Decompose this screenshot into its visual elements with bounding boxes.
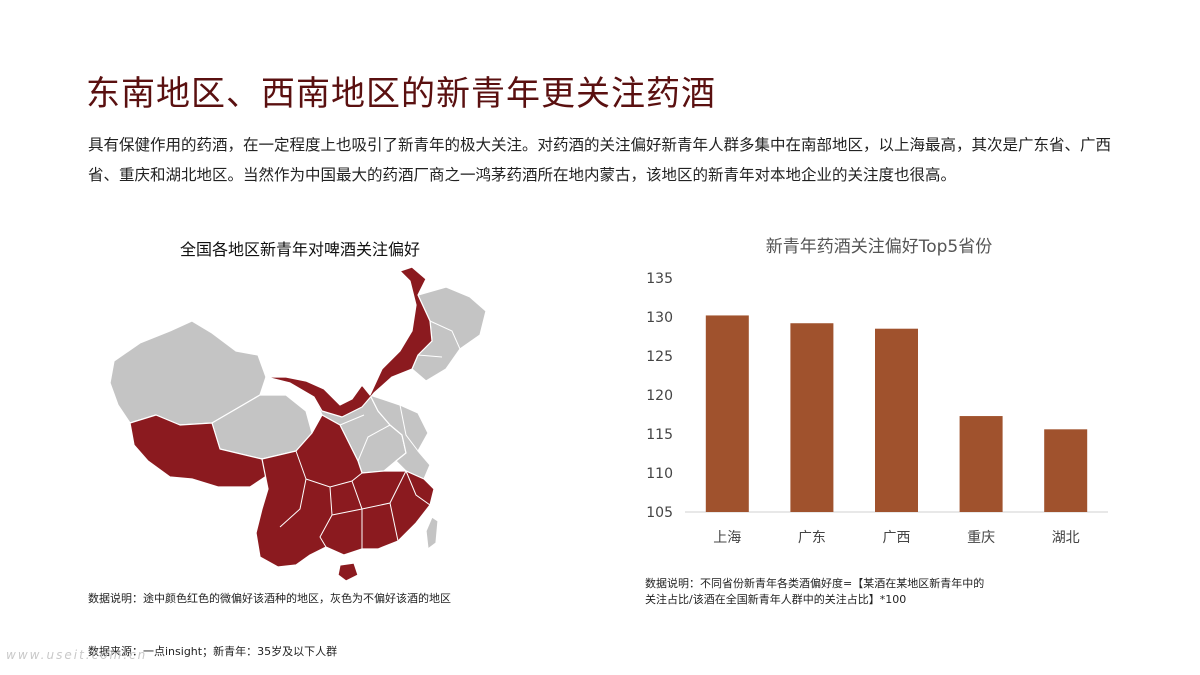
map-note: 数据说明：途中颜色红色的微偏好该酒种的地区，灰色为不偏好该酒的地区 (88, 592, 451, 605)
data-source: 数据来源：一点insight；新青年：35岁及以下人群 (88, 645, 338, 658)
region-taiwan (425, 516, 439, 550)
bar-0 (705, 315, 749, 512)
bar-4 (1044, 429, 1088, 512)
y-tick-label: 120 (646, 388, 673, 404)
china-map (100, 265, 500, 590)
y-tick-label: 115 (646, 427, 673, 443)
x-tick-label: 广西 (883, 530, 911, 546)
intro-paragraph: 具有保健作用的药酒，在一定程度上也吸引了新青年的极大关注。对药酒的关注偏好新青年… (88, 136, 1112, 184)
bar-2 (875, 328, 918, 512)
bar-chart-svg: 新青年药酒关注偏好Top5省份 105 110 115 120 125 130 135 上海… (646, 237, 1108, 546)
watermark: www.useit.com.cn (6, 648, 148, 662)
x-tick-label: 重庆 (967, 530, 995, 546)
bar-chart: 新青年药酒关注偏好Top5省份 105 110 115 120 125 130 135 上海… (640, 228, 1120, 558)
chart-title: 新青年药酒关注偏好Top5省份 (766, 237, 993, 257)
region-south (255, 414, 435, 568)
page-title: 东南地区、西南地区的新青年更关注药酒 (86, 74, 716, 114)
y-tick-label: 105 (646, 505, 673, 521)
y-tick-label: 130 (646, 310, 673, 326)
x-tick-label: 广东 (798, 530, 826, 546)
region-hainan (337, 562, 359, 582)
map-title: 全国各地区新青年对啤酒关注偏好 (179, 240, 420, 259)
y-tick-label: 135 (646, 271, 673, 287)
region-inner-mongolia (265, 266, 433, 418)
region-xinjiang (109, 320, 267, 426)
bar-3 (959, 416, 1003, 512)
x-tick-label: 上海 (713, 530, 741, 546)
y-tick-label: 125 (646, 349, 673, 365)
y-tick-label: 110 (646, 466, 673, 482)
bar-1 (790, 323, 834, 512)
province-borders (279, 320, 461, 549)
china-map-svg (109, 266, 487, 582)
region-tibet (129, 414, 269, 488)
chart-note: 数据说明：不同省份新青年各类酒偏好度=【某酒在某地区新青年中的关注占比/该酒在全… (645, 577, 985, 606)
x-tick-label: 湖北 (1052, 530, 1080, 546)
